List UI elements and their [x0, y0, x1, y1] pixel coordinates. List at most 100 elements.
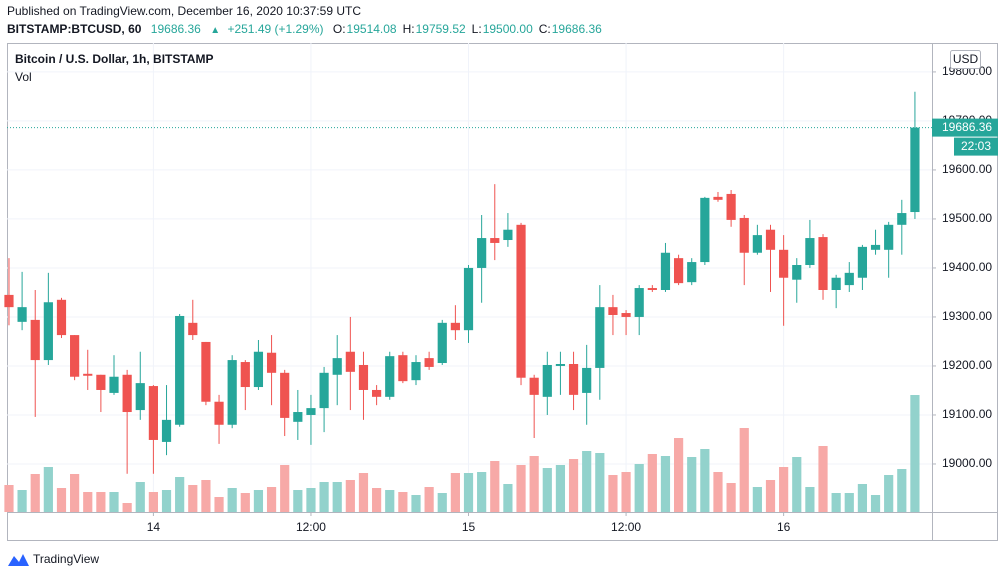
volume-bar — [293, 490, 303, 512]
volume-bar — [805, 487, 815, 512]
candle-body — [56, 299, 67, 336]
arrow: ▲ — [210, 25, 220, 36]
candle-body — [765, 229, 776, 250]
ohlc-value: 19686.36 — [552, 22, 602, 36]
candle-body — [713, 196, 723, 200]
candle-body — [673, 258, 684, 284]
last: 19686.36 — [151, 22, 201, 36]
candle-body — [96, 374, 106, 390]
ohlc-value: 19759.52 — [416, 22, 466, 36]
candle-body — [345, 351, 355, 372]
candle-body — [884, 224, 894, 250]
candle-body — [555, 363, 566, 366]
volume-bar — [398, 492, 408, 512]
candle-body — [752, 235, 762, 253]
volume-bar — [870, 495, 881, 512]
candle-body — [608, 307, 618, 315]
volume-bar — [358, 473, 369, 512]
volume-bar — [555, 465, 566, 512]
chart-title: Bitcoin / U.S. Dollar, 1h, BITSTAMP — [15, 52, 213, 66]
volume-bar — [96, 492, 106, 512]
candle-body — [726, 193, 736, 220]
volume-bar — [4, 485, 14, 512]
volume-bar — [43, 467, 53, 512]
volume-bar — [765, 480, 776, 512]
volume-bar — [752, 487, 762, 512]
candle-body — [779, 249, 789, 278]
volume-bar — [490, 461, 500, 512]
candle-body — [266, 352, 277, 373]
candle-body — [398, 355, 408, 382]
ohlc-value: 19500.00 — [483, 22, 533, 36]
x-tick-label: 14 — [147, 520, 161, 534]
candle-body — [201, 341, 211, 402]
candle-body — [332, 358, 342, 375]
volume-bar — [385, 490, 395, 512]
volume-bar — [332, 482, 342, 512]
volume-bar — [687, 457, 697, 512]
last-price-box — [932, 118, 998, 137]
y-tick-label: 19100.00 — [942, 407, 992, 421]
volume-bar — [122, 503, 132, 512]
volume-bar — [660, 456, 671, 512]
candle-body — [240, 362, 250, 388]
volume-label: Vol — [15, 70, 32, 84]
countdown-box — [954, 137, 998, 156]
currency-box[interactable] — [950, 50, 981, 69]
x-tick-label: 16 — [777, 520, 791, 534]
candle-body — [621, 313, 631, 317]
volume-bar — [83, 492, 93, 512]
currency[interactable]: USD — [953, 52, 979, 66]
symbol-line: BITSTAMP:BTCUSD, 60 19686.36 ▲ +251.49 (… — [7, 22, 602, 36]
candle-body — [503, 229, 513, 241]
volume-bar — [700, 449, 710, 512]
candle-body — [122, 374, 132, 413]
candle-body — [319, 372, 329, 409]
chart-frame — [7, 43, 998, 541]
volume-bar — [463, 473, 474, 512]
volume-bar — [135, 482, 145, 512]
volume-bar — [161, 490, 172, 512]
candle-body — [792, 265, 802, 280]
volume-bar — [266, 487, 277, 512]
candle-body — [582, 367, 592, 393]
volume-bar — [424, 487, 434, 512]
candle-body — [385, 356, 395, 397]
volume-bar — [437, 493, 447, 512]
volume-bar — [634, 464, 644, 512]
volume-bar — [201, 480, 211, 512]
candle-body — [70, 335, 80, 377]
volume-bar — [17, 490, 27, 512]
volume-bar — [779, 467, 789, 512]
candle-body — [477, 238, 487, 268]
candle-body — [805, 238, 815, 266]
candle-body — [660, 252, 671, 290]
ohlc-label: H: — [403, 22, 415, 36]
candle-body — [175, 315, 185, 425]
candle-body — [293, 412, 303, 422]
candle-body — [595, 307, 605, 368]
symbol: BITSTAMP:BTCUSD, 60 — [7, 22, 142, 36]
candle-body — [844, 272, 854, 286]
candle-body — [17, 307, 27, 322]
volume-bar — [713, 472, 723, 512]
candle-body — [857, 246, 868, 278]
volume-bar — [70, 474, 80, 512]
candle-body — [634, 288, 644, 317]
volume-bar — [280, 465, 290, 512]
volume-bar — [884, 475, 894, 512]
volume-bar — [726, 483, 736, 512]
ohlc-label: O: — [333, 22, 346, 36]
candle-body — [831, 277, 841, 290]
candle-body — [818, 237, 828, 290]
candle-body — [358, 364, 369, 390]
volume-bar — [542, 468, 552, 512]
candle-body — [161, 419, 172, 442]
volume-bar — [568, 459, 579, 512]
candle-body — [306, 408, 316, 415]
candle-body — [109, 376, 119, 393]
volume-bar — [30, 474, 40, 512]
candle-body — [450, 322, 460, 331]
candle-body — [437, 322, 447, 364]
